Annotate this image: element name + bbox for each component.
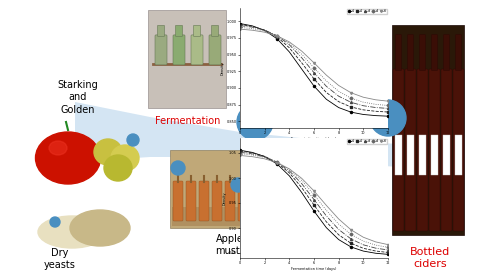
FancyBboxPatch shape <box>170 150 290 228</box>
X-axis label: Fermentation time (days): Fermentation time (days) <box>291 267 336 271</box>
Ellipse shape <box>111 145 139 171</box>
Circle shape <box>50 217 60 227</box>
Ellipse shape <box>104 155 132 181</box>
FancyBboxPatch shape <box>417 69 428 231</box>
FancyBboxPatch shape <box>199 181 209 221</box>
Legend: c1, c2, c3, c4, c5: c1, c2, c3, c4, c5 <box>347 8 387 14</box>
FancyBboxPatch shape <box>405 69 416 231</box>
Ellipse shape <box>49 141 67 155</box>
FancyBboxPatch shape <box>173 35 185 65</box>
Polygon shape <box>75 102 455 176</box>
FancyBboxPatch shape <box>444 35 449 70</box>
FancyBboxPatch shape <box>455 135 462 175</box>
Legend: c1, c2, c3, c4, c5: c1, c2, c3, c4, c5 <box>347 138 387 144</box>
FancyBboxPatch shape <box>429 69 440 231</box>
FancyBboxPatch shape <box>453 69 464 231</box>
FancyBboxPatch shape <box>441 69 452 231</box>
FancyBboxPatch shape <box>456 35 461 70</box>
FancyBboxPatch shape <box>193 25 201 36</box>
FancyBboxPatch shape <box>191 35 203 65</box>
FancyBboxPatch shape <box>209 35 221 65</box>
FancyBboxPatch shape <box>419 135 426 175</box>
FancyBboxPatch shape <box>212 181 222 221</box>
FancyBboxPatch shape <box>431 135 438 175</box>
Text: Fermentation: Fermentation <box>156 116 221 126</box>
FancyBboxPatch shape <box>251 181 261 221</box>
Circle shape <box>127 134 139 146</box>
FancyBboxPatch shape <box>432 35 437 70</box>
FancyBboxPatch shape <box>238 181 248 221</box>
Text: Apple
musts: Apple musts <box>215 234 245 256</box>
FancyBboxPatch shape <box>155 35 167 65</box>
FancyBboxPatch shape <box>176 25 182 36</box>
FancyBboxPatch shape <box>173 181 183 221</box>
FancyBboxPatch shape <box>172 206 288 226</box>
Circle shape <box>370 100 406 136</box>
Text: Bottled
ciders: Bottled ciders <box>410 247 450 269</box>
X-axis label: Fermentation time (days): Fermentation time (days) <box>291 137 336 141</box>
FancyBboxPatch shape <box>264 181 274 221</box>
FancyBboxPatch shape <box>396 35 401 70</box>
Y-axis label: Density: Density <box>221 61 225 75</box>
Circle shape <box>171 161 185 175</box>
FancyBboxPatch shape <box>395 135 402 175</box>
Text: Starking
and
Golden: Starking and Golden <box>58 80 98 115</box>
Ellipse shape <box>38 216 106 248</box>
Y-axis label: Density: Density <box>223 191 227 205</box>
FancyBboxPatch shape <box>157 25 165 36</box>
Text: Alcohol
fermentation
course: Alcohol fermentation course <box>251 148 329 183</box>
FancyBboxPatch shape <box>407 135 414 175</box>
FancyBboxPatch shape <box>277 181 287 221</box>
FancyBboxPatch shape <box>186 181 196 221</box>
Ellipse shape <box>94 139 122 165</box>
Ellipse shape <box>36 132 100 184</box>
FancyBboxPatch shape <box>225 181 235 221</box>
Circle shape <box>237 104 273 140</box>
FancyBboxPatch shape <box>392 25 464 235</box>
FancyBboxPatch shape <box>408 35 413 70</box>
Circle shape <box>231 178 245 192</box>
Text: Dry
yeasts: Dry yeasts <box>44 248 76 270</box>
FancyBboxPatch shape <box>420 35 425 70</box>
FancyBboxPatch shape <box>148 10 226 108</box>
Ellipse shape <box>70 210 130 246</box>
FancyBboxPatch shape <box>212 25 218 36</box>
FancyBboxPatch shape <box>443 135 450 175</box>
FancyBboxPatch shape <box>393 69 404 231</box>
